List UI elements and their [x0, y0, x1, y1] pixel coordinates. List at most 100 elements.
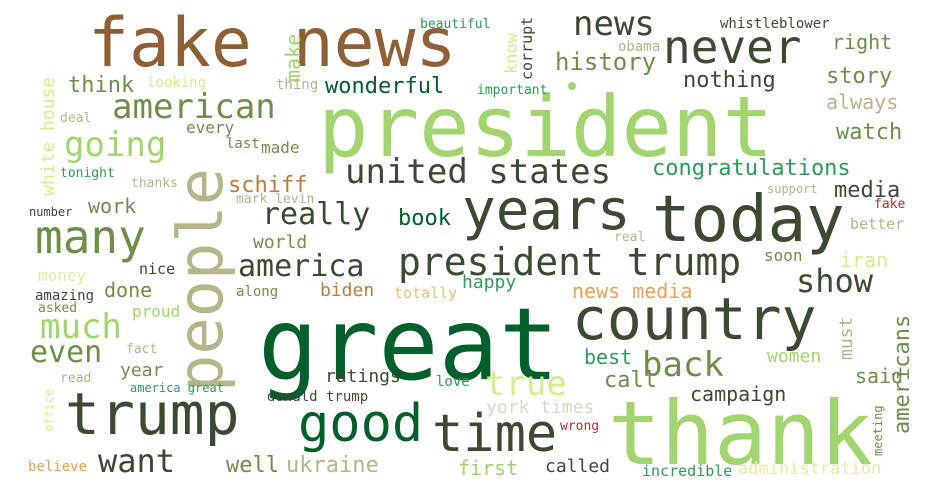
- word-fake: fake: [874, 197, 906, 212]
- word-biden: biden: [320, 280, 375, 301]
- word-donald-trump: donald trump: [267, 389, 369, 405]
- word-support: support: [767, 182, 818, 196]
- word-ratings: ratings: [325, 366, 401, 387]
- word-done: done: [104, 278, 153, 302]
- word-thank: thank: [608, 382, 873, 485]
- word-year: year: [120, 360, 164, 381]
- word-fake-news: fake news: [88, 4, 457, 83]
- word-america: america: [238, 249, 365, 284]
- word-years: years: [462, 178, 631, 243]
- word-media: media: [834, 178, 901, 203]
- word-made: made: [261, 138, 300, 157]
- word-thing: thing: [276, 77, 319, 93]
- word-mark-levin: mark levin: [236, 192, 315, 207]
- word-book: book: [398, 206, 451, 231]
- word-really: really: [262, 197, 371, 232]
- word-last: last: [226, 136, 260, 152]
- word-even: even: [30, 335, 103, 370]
- word-time: time: [432, 404, 558, 464]
- word-first: first: [458, 456, 519, 480]
- word-united-states: united states: [345, 152, 612, 192]
- word-american: american: [112, 87, 276, 127]
- word-nice: nice: [139, 260, 176, 278]
- word-real: real: [614, 230, 646, 245]
- word-along: along: [236, 284, 279, 300]
- word-york-times: york times: [486, 397, 595, 418]
- word-country: country: [572, 285, 817, 353]
- word-make: make: [281, 33, 305, 82]
- word-watch: watch: [836, 120, 903, 145]
- decorative-dot: [568, 82, 576, 90]
- word-read: read: [60, 371, 92, 386]
- word-women: women: [767, 346, 822, 367]
- word-wonderful: wonderful: [325, 74, 445, 99]
- word-said: said: [855, 364, 904, 388]
- word-congratulations: congratulations: [652, 156, 851, 181]
- word-office: office: [42, 388, 56, 432]
- word-nothing: nothing: [683, 68, 776, 93]
- word-better: better: [850, 215, 905, 233]
- word-proud: proud: [132, 302, 181, 321]
- word-ukraine: ukraine: [286, 453, 379, 478]
- word-must: must: [836, 316, 857, 360]
- word-want: want: [98, 442, 176, 480]
- word-white-house: white house: [38, 76, 59, 196]
- word-whistleblower: whistleblower: [720, 16, 830, 32]
- word-today: today: [652, 183, 845, 257]
- word-totally: totally: [394, 284, 458, 302]
- word-happy: happy: [462, 272, 517, 293]
- word-incredible: incredible: [642, 462, 733, 480]
- word-administration: administration: [738, 459, 882, 479]
- word-obama: obama: [618, 39, 661, 55]
- word-great: great: [258, 286, 560, 403]
- word-asked: asked: [38, 301, 78, 316]
- word-america-great: america great: [130, 381, 224, 395]
- word-going: going: [64, 125, 167, 165]
- word-corrupt: corrupt: [518, 16, 536, 80]
- word-president: president: [318, 78, 774, 176]
- word-number: number: [29, 205, 73, 219]
- word-wrong: wrong: [560, 419, 600, 434]
- word-best: best: [584, 345, 633, 369]
- word-world: world: [253, 232, 308, 253]
- word-called: called: [545, 456, 611, 477]
- word-people: people: [164, 168, 237, 392]
- word-back: back: [642, 345, 724, 385]
- word-thanks: thanks: [131, 176, 178, 191]
- word-news-media: news media: [572, 279, 693, 303]
- word-soon: soon: [764, 246, 803, 265]
- word-beautiful: beautiful: [420, 17, 491, 32]
- word-work: work: [88, 194, 137, 218]
- word-believe: believe: [28, 459, 88, 475]
- word-well: well: [226, 453, 279, 478]
- word-history: history: [555, 48, 657, 76]
- word-trump: trump: [65, 380, 240, 448]
- word-important: important: [477, 83, 548, 98]
- word-meeting: meeting: [871, 405, 885, 456]
- word-every: every: [186, 118, 235, 137]
- word-true: true: [485, 364, 567, 404]
- word-tonight: tonight: [60, 166, 115, 181]
- word-think: think: [68, 73, 135, 98]
- word-schiff: schiff: [228, 173, 308, 198]
- word-story: story: [826, 64, 893, 89]
- word-deal: deal: [60, 111, 92, 126]
- word-call: call: [604, 368, 657, 393]
- word-good: good: [298, 394, 424, 454]
- word-love: love: [436, 374, 470, 390]
- word-show: show: [796, 262, 874, 300]
- word-looking: looking: [147, 75, 207, 91]
- word-money: money: [38, 266, 87, 285]
- word-right: right: [832, 30, 893, 54]
- word-amazing: amazing: [35, 288, 95, 304]
- word-campaign: campaign: [690, 382, 787, 406]
- word-president-trump: president trump: [398, 240, 742, 284]
- word-news: news: [573, 4, 655, 44]
- word-iran: iran: [840, 248, 889, 272]
- word-much: much: [40, 307, 122, 347]
- word-never: never: [663, 20, 802, 74]
- word-many: many: [35, 210, 146, 264]
- word-always: always: [826, 90, 899, 114]
- word-fact: fact: [126, 342, 158, 357]
